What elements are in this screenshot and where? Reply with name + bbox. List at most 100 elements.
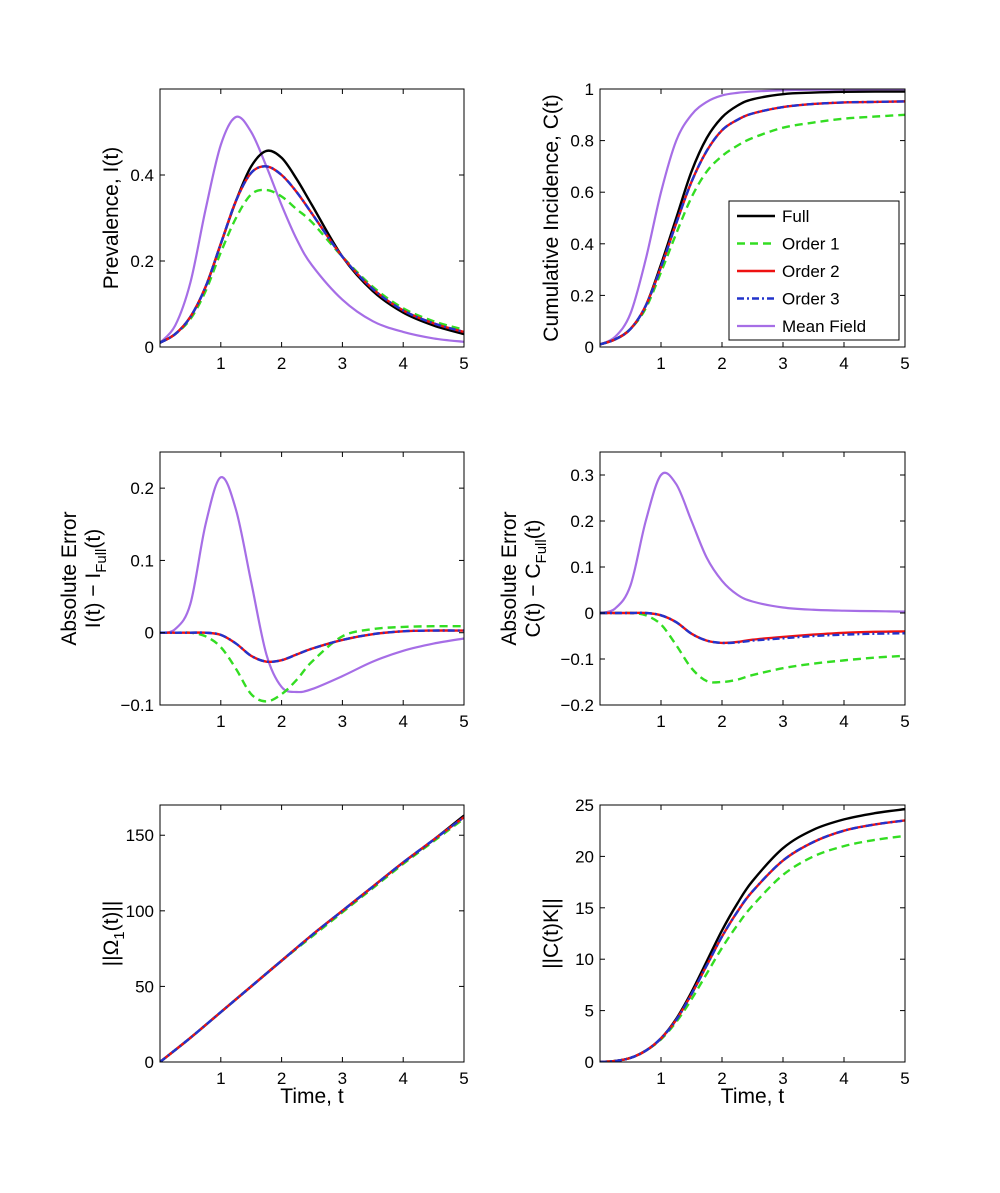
x-tick-label: 3 <box>778 1069 787 1088</box>
x-tick-label: 3 <box>778 712 787 731</box>
series-line-meanfield <box>600 89 905 346</box>
y-tick-label: 0.6 <box>570 183 594 202</box>
x-tick: 2 <box>717 452 727 731</box>
x-tick-label: 2 <box>277 712 286 731</box>
x-tick-label: 1 <box>656 712 665 731</box>
series-line-meanfield <box>160 476 464 694</box>
series-line-order3 <box>600 100 905 346</box>
x-tick-label: 5 <box>900 354 909 373</box>
y-tick-label: 0 <box>145 1053 154 1072</box>
axes-frame <box>599 88 906 348</box>
series-group <box>160 476 464 703</box>
series-line-order1 <box>600 834 905 1062</box>
series-group <box>600 807 905 1062</box>
x-tick: 2 <box>717 89 727 373</box>
series-line-order3 <box>600 611 905 645</box>
axes-frame <box>159 451 465 706</box>
y-tick: 0 <box>585 604 905 623</box>
series-line-order2 <box>600 819 905 1062</box>
y-tick: 150 <box>126 826 464 845</box>
legend-label-order3: Order 3 <box>782 290 840 309</box>
y-tick: 0.2 <box>570 512 905 531</box>
x-tick-label: 2 <box>717 712 726 731</box>
y-tick-label: 1 <box>585 80 594 99</box>
x-tick-label: 1 <box>656 1069 665 1088</box>
x-tick-label: 5 <box>459 1069 468 1088</box>
series-line-meanfield <box>600 471 905 615</box>
x-tick: 2 <box>717 805 727 1088</box>
series-line-order2 <box>600 611 905 645</box>
x-tick-label: 5 <box>459 354 468 373</box>
x-tick: 1 <box>656 89 666 373</box>
y-tick: 0.1 <box>130 551 464 570</box>
x-tick: 4 <box>398 452 408 731</box>
y-axis-label: Absolute ErrorI(t) − IFull(t) <box>58 511 110 645</box>
x-tick: 5 <box>900 89 910 373</box>
y-tick-label: 0 <box>585 1053 594 1072</box>
series-line-order1 <box>600 611 905 684</box>
y-tick: 0 <box>585 338 905 357</box>
y-tick-label: 0.2 <box>570 512 594 531</box>
x-tick-label: 4 <box>398 354 407 373</box>
y-tick: 0 <box>145 338 464 357</box>
series-line-order3 <box>160 165 464 344</box>
x-tick-label: 3 <box>338 1069 347 1088</box>
x-tick-label: 5 <box>900 712 909 731</box>
y-tick-label: 50 <box>135 977 154 996</box>
x-tick-label: 3 <box>778 354 787 373</box>
chart-panel-ck-norm: 1 2 3 4 5 0 5 10 15 20 25 ||C(t)K|| Time, t <box>540 796 910 1108</box>
x-tick: 3 <box>338 805 347 1088</box>
chart-panel-abs-error-i: 1 2 3 4 5 −0.1 0 0.1 0.2 Absolute ErrorI(t) − IFu… <box>58 451 469 731</box>
x-tick-label: 1 <box>216 354 225 373</box>
y-tick-label: 0.2 <box>130 252 154 271</box>
x-tick-label: 5 <box>900 1069 909 1088</box>
y-tick: 0.3 <box>570 466 905 485</box>
legend-label-full: Full <box>782 207 809 226</box>
legend-label-order1: Order 1 <box>782 235 840 254</box>
x-tick: 1 <box>216 805 226 1088</box>
chart-panel-abs-error-c: 1 2 3 4 5 −0.2 −0.1 0 0.1 0.2 0.3 Absolute ErrorC(t… <box>498 451 910 731</box>
x-tick-label: 2 <box>717 354 726 373</box>
series-line-order1 <box>160 188 464 344</box>
x-tick: 3 <box>338 89 347 373</box>
x-tick-label: 1 <box>656 354 665 373</box>
x-tick: 2 <box>277 805 286 1088</box>
x-tick: 4 <box>398 89 408 373</box>
y-tick-label: 0.8 <box>570 132 594 151</box>
x-tick-label: 4 <box>398 1069 407 1088</box>
x-tick-label: 4 <box>839 354 848 373</box>
y-tick: −0.1 <box>560 650 905 669</box>
y-tick-label: 25 <box>575 796 594 815</box>
y-tick: 0 <box>145 624 464 643</box>
axes-frame <box>599 451 906 706</box>
y-tick: 0.2 <box>570 286 905 305</box>
series-group <box>160 115 464 344</box>
y-tick: 0.6 <box>570 183 905 202</box>
x-tick-label: 2 <box>277 354 286 373</box>
y-axis-label: Prevalence, I(t) <box>100 147 123 289</box>
y-tick: 1 <box>585 80 905 99</box>
y-tick-label: 0.4 <box>130 166 154 185</box>
x-tick: 1 <box>216 452 226 731</box>
x-tick-label: 3 <box>338 354 347 373</box>
y-tick-label: 0.3 <box>570 466 594 485</box>
y-tick-label: 0.2 <box>130 479 154 498</box>
series-group <box>600 471 905 684</box>
series-line-order3 <box>600 819 905 1062</box>
x-tick: 1 <box>656 805 666 1088</box>
x-tick: 5 <box>900 805 910 1088</box>
x-tick-label: 2 <box>717 1069 726 1088</box>
x-axis-label: Time, t <box>280 1085 344 1108</box>
legend-label-meanfield: Mean Field <box>782 317 866 336</box>
y-tick-label: 0 <box>145 338 154 357</box>
x-tick: 4 <box>839 89 849 373</box>
chart-panel-prevalence: 1 2 3 4 5 0 0.2 0.4 Prevalence, I(t) <box>100 88 469 373</box>
y-tick-label: 0.2 <box>570 286 594 305</box>
y-tick: 0 <box>145 1053 464 1072</box>
x-tick: 2 <box>277 452 286 731</box>
x-tick: 2 <box>277 89 286 373</box>
x-tick-label: 4 <box>398 712 407 731</box>
y-tick: 0.2 <box>130 479 464 498</box>
x-tick: 4 <box>398 805 408 1088</box>
